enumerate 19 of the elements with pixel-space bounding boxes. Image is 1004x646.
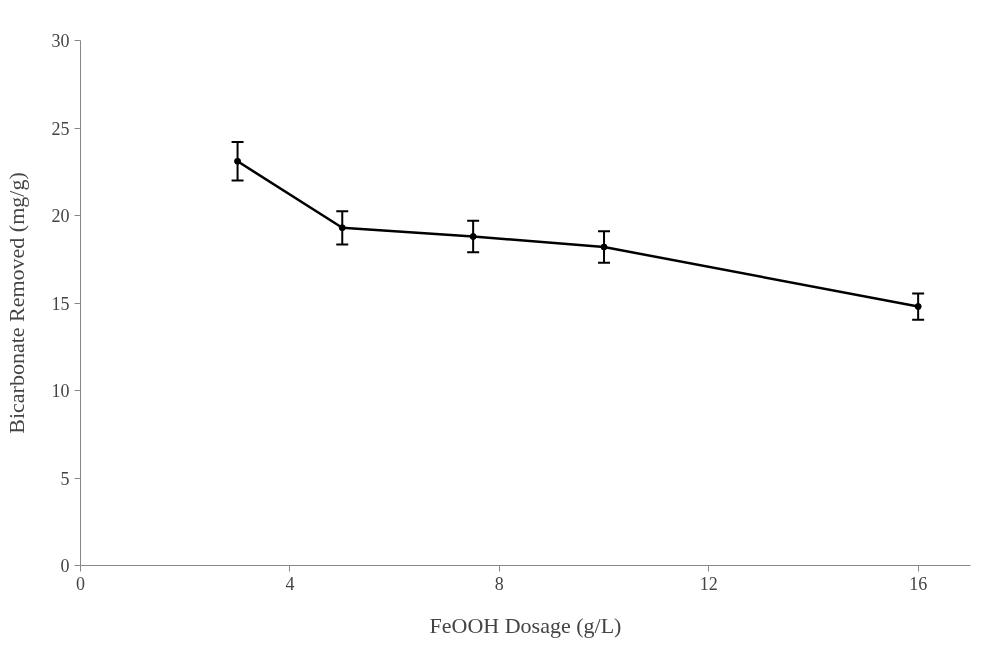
point bbox=[914, 303, 922, 310]
y-tick-label: 20 bbox=[51, 206, 70, 226]
y-tick-label: 5 bbox=[60, 468, 70, 489]
x-tick-label: 0 bbox=[76, 573, 85, 594]
x-tick-label: 4 bbox=[285, 573, 295, 594]
y-tick-label: 30 bbox=[51, 31, 70, 51]
x-axis-title: FeOOH Dosage (g/L) bbox=[429, 612, 622, 638]
x-tick-label: 12 bbox=[699, 573, 718, 594]
point bbox=[600, 243, 608, 251]
x-tick-label: 16 bbox=[909, 573, 928, 594]
y-tick-label: 15 bbox=[51, 293, 70, 314]
y-tick-label: 0 bbox=[60, 556, 70, 576]
x-tick-label: 8 bbox=[494, 573, 504, 594]
point bbox=[234, 157, 242, 165]
y-axis-title: Bicarbonate Removed (mg/g) bbox=[3, 172, 29, 434]
y-tick-label: 25 bbox=[51, 118, 70, 139]
y-tick-label: 10 bbox=[51, 381, 70, 401]
point bbox=[338, 224, 346, 232]
point bbox=[469, 233, 477, 240]
